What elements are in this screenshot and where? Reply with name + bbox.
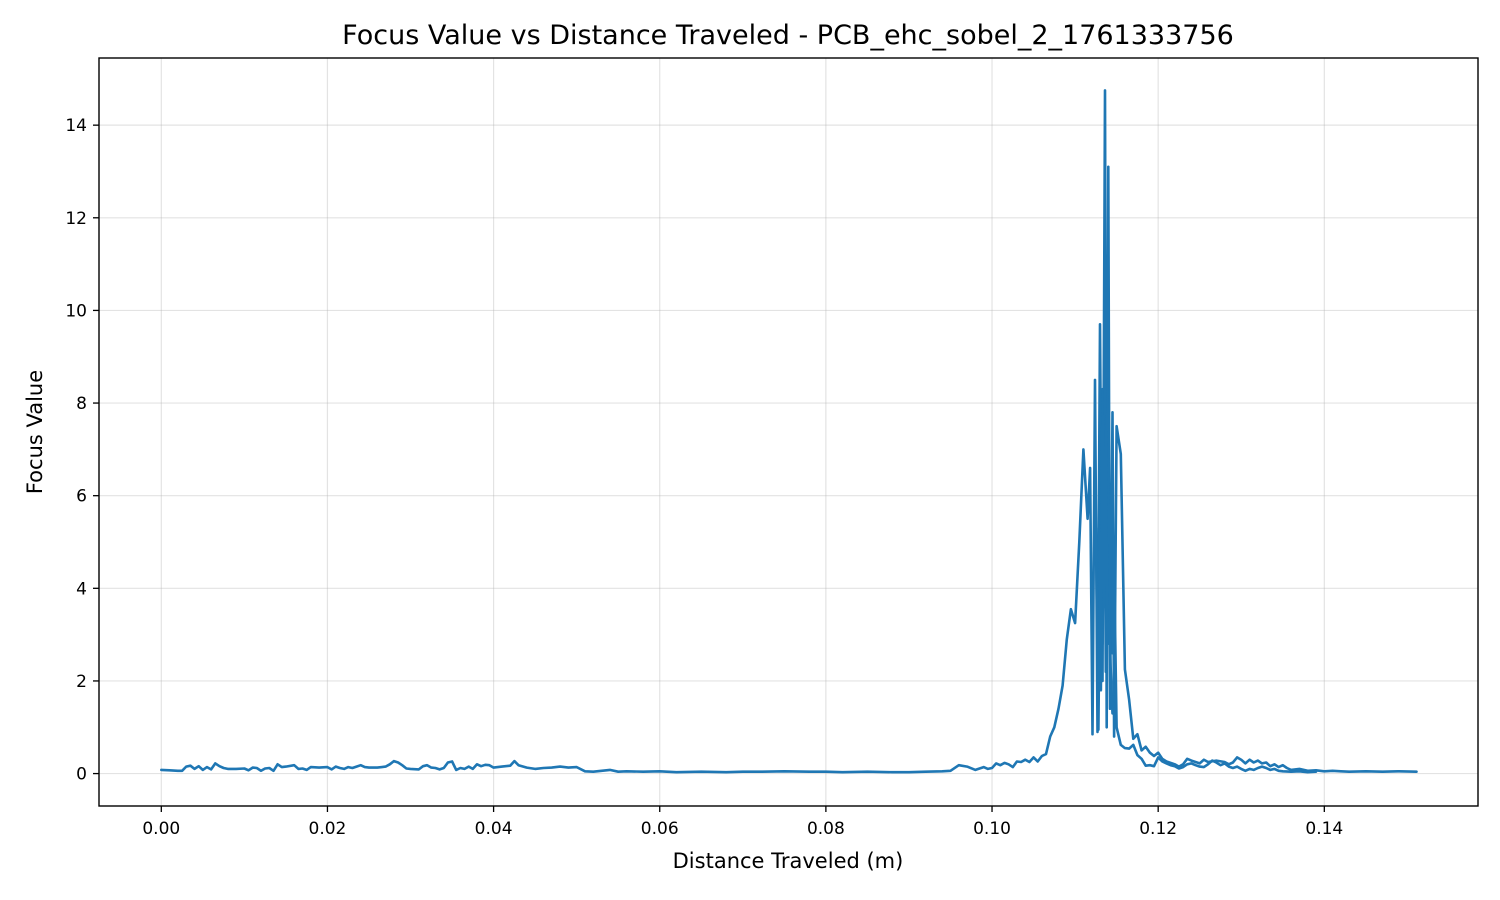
y-tick-label: 0 <box>76 765 87 785</box>
focus-value-series-line <box>1097 387 1114 715</box>
focus-value-series-line <box>1094 378 1318 774</box>
x-tick-label: 0.10 <box>973 819 1011 839</box>
x-tick-label: 0.14 <box>1305 819 1343 839</box>
x-tick-label: 0.12 <box>1139 819 1177 839</box>
chart-title: Focus Value vs Distance Traveled - PCB_e… <box>342 20 1234 51</box>
y-tick-label: 4 <box>76 579 87 599</box>
x-tick-label: 0.06 <box>641 819 679 839</box>
y-tick-label: 2 <box>76 672 87 692</box>
axis-ticks: 0.00 0.02 0.04 0.06 0.08 0.10 0.12 0.14 0 2 4 6 8 10 1… <box>65 116 1343 839</box>
y-tick-label: 10 <box>65 301 87 321</box>
x-axis-label: Distance Traveled (m) <box>673 849 904 873</box>
x-tick-label: 0.04 <box>475 819 513 839</box>
y-tick-label: 14 <box>65 116 87 136</box>
y-axis-label: Focus Value <box>23 370 47 494</box>
y-tick-label: 8 <box>76 394 87 414</box>
grid-lines <box>99 58 1478 806</box>
x-tick-label: 0.08 <box>807 819 845 839</box>
y-tick-label: 12 <box>65 209 87 229</box>
series-layer <box>160 89 1418 774</box>
plot-frame <box>98 57 1479 807</box>
x-tick-label: 0.02 <box>309 819 347 839</box>
y-tick-label: 6 <box>76 487 87 507</box>
focus-value-series-line <box>160 89 1418 774</box>
x-tick-label: 0.00 <box>142 819 180 839</box>
